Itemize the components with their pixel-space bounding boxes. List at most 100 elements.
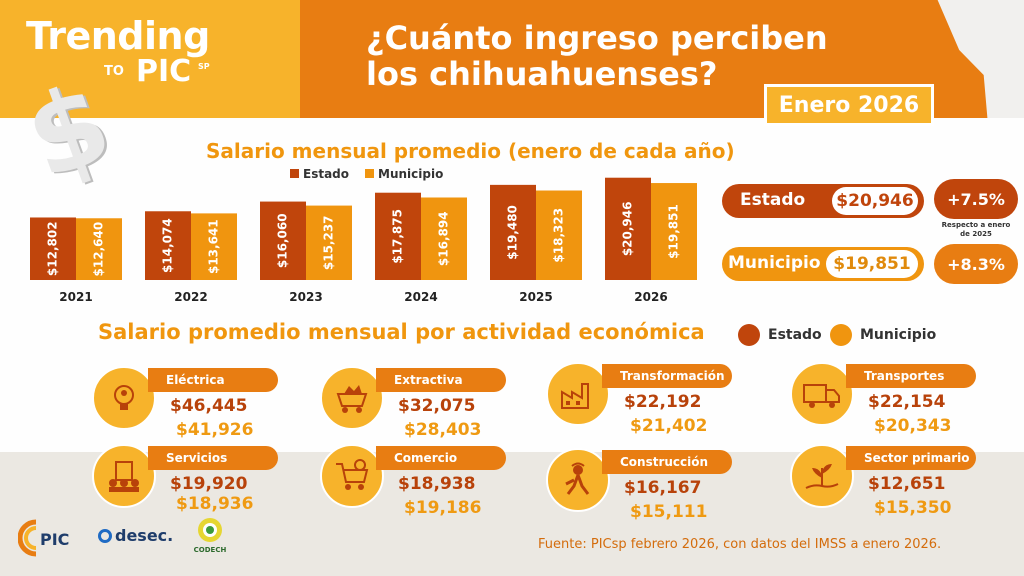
bar-estado-2021 bbox=[30, 217, 76, 280]
change-note: Respecto a enero de 2025 bbox=[941, 221, 1011, 238]
sector-value-estado: $32,075 bbox=[398, 396, 476, 416]
factory-icon bbox=[546, 362, 610, 426]
people-building-icon bbox=[92, 444, 156, 508]
bar-label-estado-2025: $19,480 bbox=[506, 205, 520, 260]
x-tick-2023: 2023 bbox=[289, 290, 322, 304]
bar-label-estado-2021: $12,802 bbox=[46, 221, 60, 276]
bar-label-estado-2022: $14,074 bbox=[161, 218, 175, 273]
construction-worker-icon bbox=[546, 448, 610, 512]
title-line-1: ¿Cuánto ingreso perciben bbox=[366, 19, 828, 57]
x-tick-2022: 2022 bbox=[174, 290, 207, 304]
sector-value-municipio: $15,350 bbox=[874, 498, 952, 518]
codech-logo-text: CODECH bbox=[193, 546, 227, 554]
sector-value-estado: $12,651 bbox=[868, 474, 946, 494]
bar-label-municipio-2026: $19,851 bbox=[667, 204, 681, 259]
sector-card-construccion: Construcción $16,167 $15,111 bbox=[546, 448, 746, 528]
bar-label-estado-2026: $20,946 bbox=[621, 202, 635, 257]
pic-logo: PIC bbox=[17, 518, 82, 558]
x-tick-2024: 2024 bbox=[404, 290, 437, 304]
shopping-cart-icon bbox=[320, 444, 384, 508]
legend-label-municipio: Municipio bbox=[378, 167, 444, 181]
codech-logo: CODECH bbox=[188, 516, 232, 554]
bar-municipio-2025 bbox=[536, 190, 582, 280]
bar-estado-2024 bbox=[375, 192, 421, 280]
sector-value-estado: $22,154 bbox=[868, 392, 946, 412]
sector-legend-estado-label: Estado bbox=[768, 327, 822, 343]
bar-label-municipio-2024: $16,894 bbox=[437, 211, 451, 266]
sector-value-estado: $16,167 bbox=[624, 478, 702, 498]
sector-legend-municipio: Municipio bbox=[830, 324, 936, 346]
bar-label-municipio-2023: $15,237 bbox=[322, 215, 336, 270]
brand-sp: SP bbox=[198, 62, 210, 71]
estado-summary-value: $20,946 bbox=[832, 187, 918, 215]
sector-label: Comercio bbox=[376, 446, 506, 470]
estado-summary-label: Estado bbox=[740, 190, 806, 210]
sector-card-transformacion: Transformación $22,192 $21,402 bbox=[546, 362, 746, 442]
x-tick-2025: 2025 bbox=[519, 290, 552, 304]
sector-label: Sector primario bbox=[846, 446, 976, 470]
bar-municipio-2022 bbox=[191, 213, 237, 280]
plant-hand-icon bbox=[790, 444, 854, 508]
sector-value-estado: $18,938 bbox=[398, 474, 476, 494]
sector-label: Servicios bbox=[148, 446, 278, 470]
title-line-2: los chihuahuenses? bbox=[366, 55, 718, 93]
bar-estado-2022 bbox=[145, 211, 191, 280]
source-note: Fuente: PICsp febrero 2026, con datos de… bbox=[538, 537, 942, 552]
sector-value-municipio: $15,111 bbox=[630, 502, 708, 522]
pic-logo-text: PIC bbox=[40, 530, 70, 549]
brand-to: TO bbox=[104, 64, 124, 79]
bar-estado-2025 bbox=[490, 184, 536, 280]
sector-value-estado: $22,192 bbox=[624, 392, 702, 412]
desec-logo-text: desec. bbox=[115, 526, 174, 545]
bar-municipio-2021 bbox=[76, 218, 122, 280]
sector-value-municipio: $41,926 bbox=[176, 420, 254, 440]
sector-card-servicios: Servicios $19,920 $18,936 bbox=[92, 444, 292, 524]
legend-label-estado: Estado bbox=[303, 167, 350, 181]
chart-legend: Estado Municipio bbox=[290, 167, 443, 181]
sector-card-comercio: Comercio $18,938 $19,186 bbox=[320, 444, 520, 524]
legend-dot-estado bbox=[738, 324, 760, 346]
sectors-title: Salario promedio mensual por actividad e… bbox=[98, 320, 705, 344]
bar-municipio-2024 bbox=[421, 197, 467, 280]
sector-label: Transformación bbox=[602, 364, 732, 388]
bar-estado-2026 bbox=[605, 177, 651, 280]
page-title: ¿Cuánto ingreso perciben los chihuahuens… bbox=[366, 20, 828, 92]
desec-logo: desec. bbox=[98, 526, 173, 545]
sector-label: Construcción bbox=[602, 450, 732, 474]
sector-legend-municipio-label: Municipio bbox=[860, 327, 937, 343]
legend-swatch-estado bbox=[290, 169, 299, 178]
legend-dot-municipio bbox=[830, 324, 852, 346]
sector-value-municipio: $20,343 bbox=[874, 416, 952, 436]
desec-logo-mark bbox=[98, 528, 112, 543]
bar-label-municipio-2025: $18,323 bbox=[552, 208, 566, 263]
legend-item-municipio: Municipio bbox=[365, 167, 443, 181]
brand-pic: PIC bbox=[136, 54, 192, 89]
sector-legend-estado: Estado bbox=[738, 324, 822, 346]
bar-label-municipio-2021: $12,640 bbox=[92, 222, 106, 277]
lightbulb-icon bbox=[92, 366, 156, 430]
x-tick-2021: 2021 bbox=[59, 290, 92, 304]
bar-label-estado-2024: $17,875 bbox=[391, 209, 405, 264]
sector-value-municipio: $21,402 bbox=[630, 416, 708, 436]
sector-value-municipio: $19,186 bbox=[404, 498, 482, 518]
municipio-summary-value: $19,851 bbox=[826, 250, 918, 278]
brand-band bbox=[0, 0, 300, 125]
legend-item-estado: Estado bbox=[290, 167, 349, 181]
sector-value-estado: $46,445 bbox=[170, 396, 248, 416]
sector-value-municipio: $28,403 bbox=[404, 420, 482, 440]
sector-value-municipio: $18,936 bbox=[176, 494, 254, 514]
sector-label: Eléctrica bbox=[148, 368, 278, 392]
sector-label: Extractiva bbox=[376, 368, 506, 392]
bar-municipio-2026 bbox=[651, 183, 697, 280]
bar-label-municipio-2022: $13,641 bbox=[207, 219, 221, 274]
bar-estado-2023 bbox=[260, 201, 306, 280]
sector-card-electrica: Eléctrica $46,445 $41,926 bbox=[92, 366, 292, 446]
municipio-change-badge: +8.3% bbox=[934, 244, 1018, 284]
legend-swatch-municipio bbox=[365, 169, 375, 178]
sector-card-primario: Sector primario $12,651 $15,350 bbox=[790, 444, 990, 524]
sector-card-extractiva: Extractiva $32,075 $28,403 bbox=[320, 366, 520, 446]
date-badge: Enero 2026 bbox=[764, 84, 934, 126]
sector-label: Transportes bbox=[846, 364, 976, 388]
